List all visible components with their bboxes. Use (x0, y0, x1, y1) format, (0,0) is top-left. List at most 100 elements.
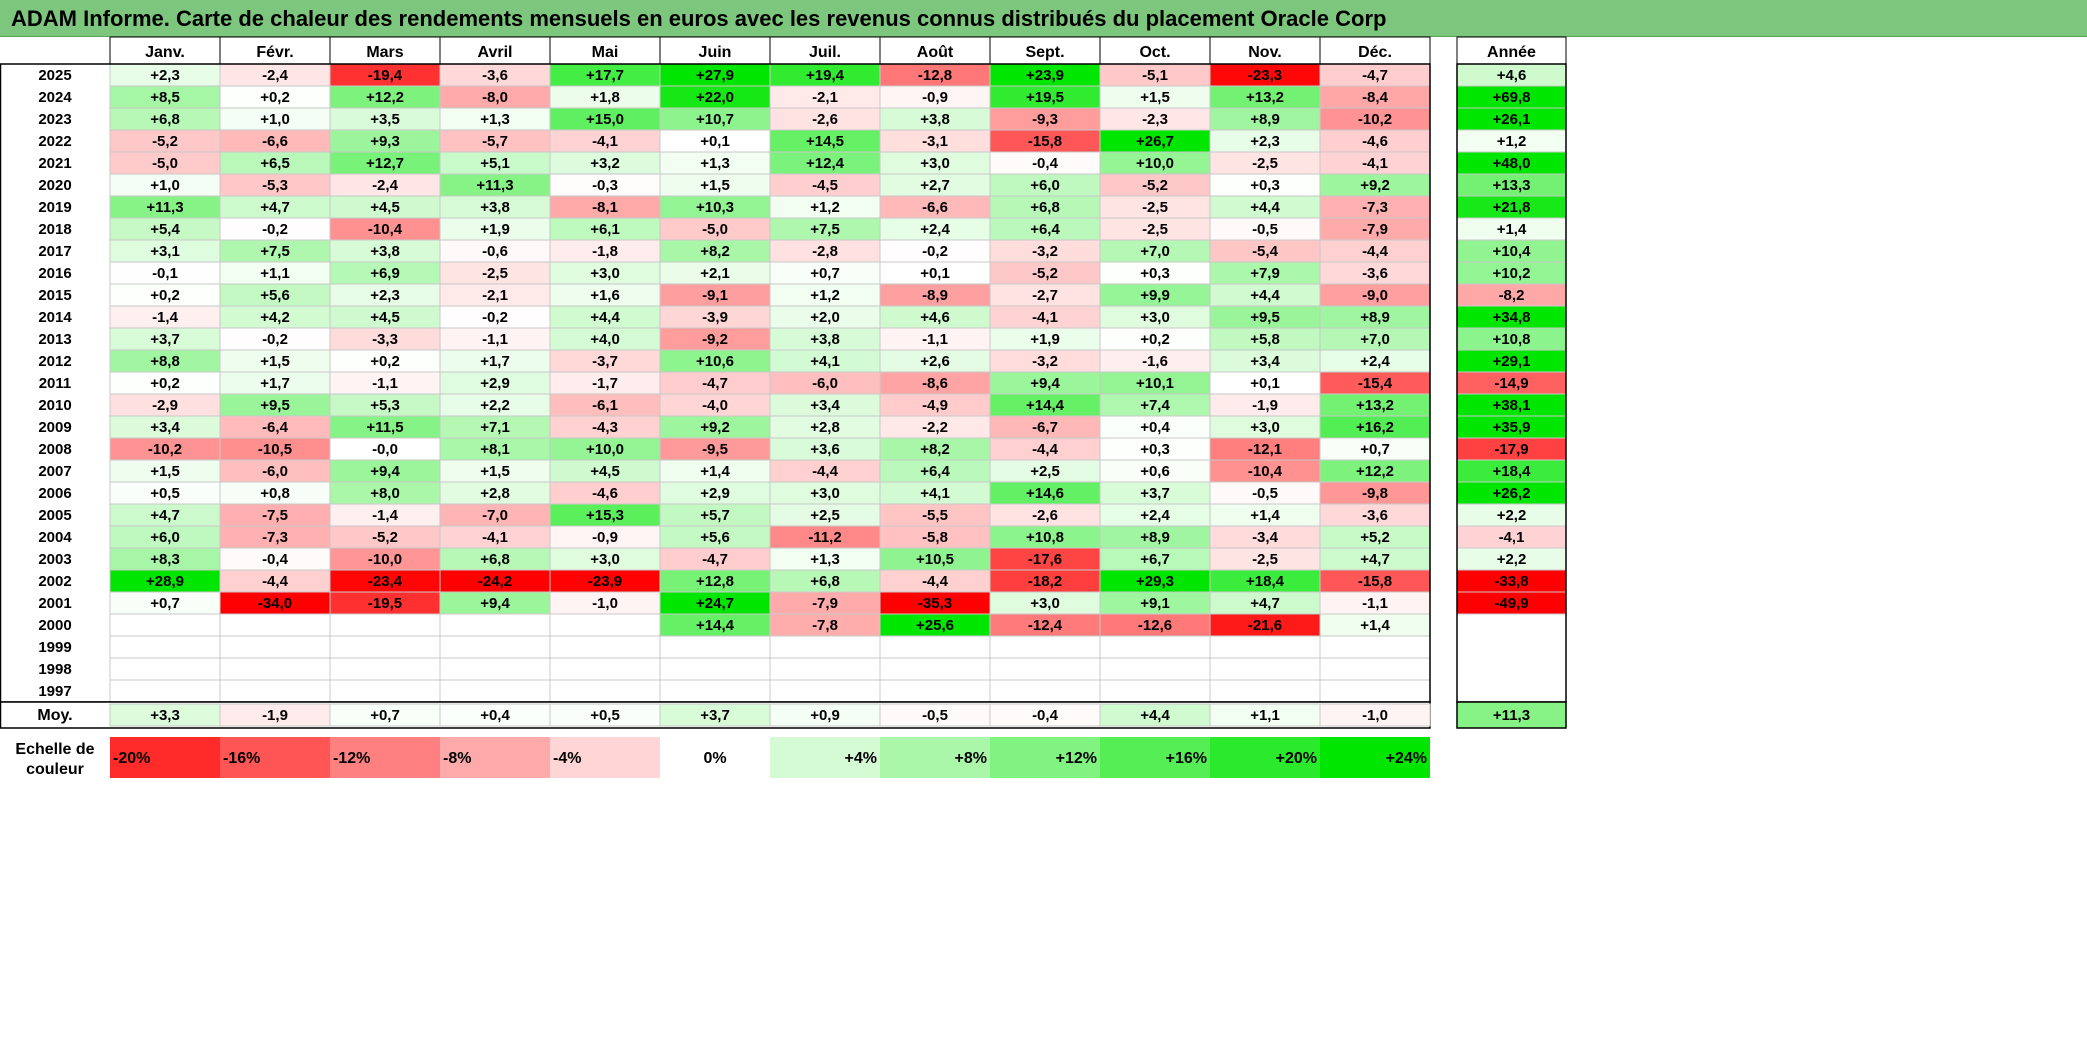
color-scale-swatch (990, 737, 1100, 778)
cell-value: +3,0 (590, 265, 620, 282)
cell-value: +6,4 (920, 463, 950, 480)
annual-value: +26,1 (1493, 111, 1531, 128)
cell-value: +1,2 (810, 287, 840, 304)
cell-value: +1,3 (700, 155, 730, 172)
cell-value: -1,1 (1362, 595, 1388, 612)
cell-value: +1,4 (1250, 507, 1280, 524)
year-label: 2022 (38, 133, 71, 150)
cell-value: +3,4 (1250, 353, 1280, 370)
annual-value: +18,4 (1493, 463, 1532, 480)
cell-value: +3,8 (370, 243, 400, 260)
heatmap-cell (329, 635, 441, 659)
cell-value: -5,7 (482, 133, 508, 150)
month-header: Mars (366, 44, 403, 61)
cell-value: +6,8 (150, 111, 180, 128)
cell-value: -12,1 (1248, 441, 1282, 458)
cell-value: -23,4 (368, 573, 403, 590)
cell-value: +3,8 (920, 111, 950, 128)
cell-value: +1,5 (480, 463, 510, 480)
annual-value: +13,3 (1493, 177, 1531, 194)
cell-value: -21,6 (1248, 617, 1282, 634)
cell-value: +1,0 (260, 111, 290, 128)
year-label: 2011 (39, 375, 72, 392)
heatmap-cell (989, 679, 1101, 703)
annual-value: +10,4 (1493, 243, 1532, 260)
cell-value: -2,5 (1142, 199, 1168, 216)
color-scale-swatch (1320, 737, 1430, 778)
year-label: 2016 (38, 265, 71, 282)
cell-value: -4,1 (592, 133, 618, 150)
cell-value: -4,4 (1362, 243, 1389, 260)
header-cell (659, 36, 771, 65)
cell-value: +2,2 (480, 397, 510, 414)
cell-value: +0,3 (1140, 441, 1170, 458)
color-scale-label: couleur (26, 761, 84, 778)
annual-value: +26,2 (1493, 485, 1531, 502)
cell-value: -2,1 (482, 287, 508, 304)
cell-value: +0,7 (150, 595, 180, 612)
cell-value: +26,7 (1136, 133, 1174, 150)
cell-value: -23,9 (588, 573, 622, 590)
cell-value: +8,9 (1250, 111, 1280, 128)
cell-value: -8,9 (922, 287, 948, 304)
cell-value: -4,1 (1362, 155, 1388, 172)
cell-value: -0,4 (1032, 155, 1059, 172)
month-header: Janv. (145, 44, 185, 61)
heatmap-cell (109, 657, 221, 681)
cell-value: +0,2 (150, 375, 180, 392)
year-label: 1999 (38, 639, 71, 656)
cell-value: +3,7 (1140, 485, 1170, 502)
cell-value: +8,3 (150, 551, 180, 568)
cell-value: +5,4 (150, 221, 180, 238)
annual-value: +2,2 (1497, 551, 1527, 568)
cell-value: -6,6 (922, 199, 948, 216)
year-label: 2017 (38, 243, 71, 260)
cell-value: +7,9 (1250, 265, 1280, 282)
cell-value: -0,2 (262, 221, 288, 238)
cell-value: -1,4 (152, 309, 179, 326)
cell-value: +2,8 (480, 485, 510, 502)
cell-value: -2,5 (1252, 551, 1278, 568)
cell-value: +2,4 (1360, 353, 1390, 370)
cell-value: -1,7 (592, 375, 618, 392)
annual-value: -17,9 (1494, 441, 1528, 458)
average-value: +3,3 (150, 707, 180, 724)
cell-value: -7,0 (482, 507, 508, 524)
cell-value: +12,4 (806, 155, 845, 172)
heatmap-cell (549, 613, 661, 637)
color-scale-swatch (330, 737, 440, 778)
heatmap-cell (1319, 679, 1431, 703)
cell-value: -10,0 (368, 551, 402, 568)
cell-value: +1,3 (810, 551, 840, 568)
cell-value: -24,2 (478, 573, 512, 590)
cell-value: -5,2 (1032, 265, 1058, 282)
cell-value: +10,1 (1136, 375, 1174, 392)
month-header: Nov. (1248, 44, 1281, 61)
color-scale-swatch (880, 737, 990, 778)
average-value: +0,9 (810, 707, 840, 724)
cell-value: -2,3 (1142, 111, 1168, 128)
cell-value: +4,7 (1250, 595, 1280, 612)
cell-value: -9,0 (1362, 287, 1388, 304)
color-scale-value: -20% (113, 750, 150, 767)
cell-value: +6,9 (370, 265, 400, 282)
color-scale-value: +4% (845, 750, 877, 767)
cell-value: -6,0 (262, 463, 288, 480)
heatmap-cell (439, 657, 551, 681)
cell-value: +0,1 (920, 265, 950, 282)
annual-value: -14,9 (1494, 375, 1528, 392)
cell-value: +3,2 (590, 155, 620, 172)
cell-value: +3,0 (1030, 595, 1060, 612)
heatmap-cell (219, 613, 331, 637)
cell-value: -4,6 (592, 485, 618, 502)
cell-value: +5,2 (1360, 529, 1390, 546)
heatmap-cell (1319, 657, 1431, 681)
heatmap-cell (879, 679, 991, 703)
cell-value: +0,2 (150, 287, 180, 304)
cell-value: +13,2 (1356, 397, 1394, 414)
cell-value: +0,1 (1250, 375, 1280, 392)
cell-value: +0,5 (150, 485, 180, 502)
cell-value: +1,9 (480, 221, 510, 238)
cell-value: -5,3 (262, 177, 288, 194)
cell-value: +0,7 (1360, 441, 1390, 458)
